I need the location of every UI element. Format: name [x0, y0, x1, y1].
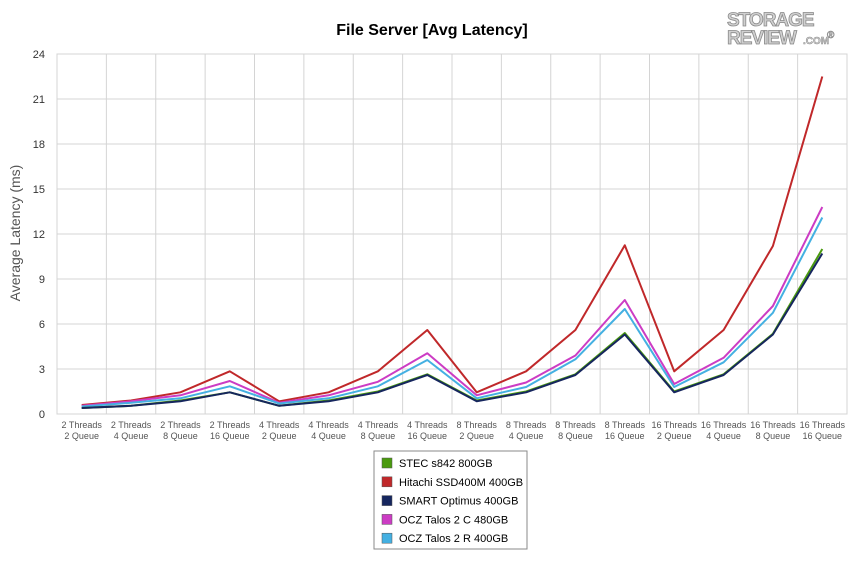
x-tick-label: 16 Threads 16 Queue [800, 420, 846, 441]
legend-entry-label: OCZ Talos 2 C 480GB [399, 514, 508, 526]
legend-entry-label: STEC s842 800GB [399, 458, 493, 470]
x-tick-label: 16 Threads 2 Queue [652, 420, 698, 441]
chart-title: File Server [Avg Latency] [336, 22, 527, 39]
series-lines [81, 76, 824, 409]
y-tick-label: 21 [33, 94, 45, 106]
x-tick-labels: 2 Threads 2 Queue 2 Threads 4 Queue 2 Thread… [62, 420, 846, 441]
y-tick-label: 15 [33, 184, 45, 196]
legend-box [373, 450, 528, 550]
legend-swatch [381, 495, 393, 506]
x-tick-label: 8 Threads 8 Queue [555, 420, 596, 441]
x-tick-label: 4 Threads 8 Queue [358, 420, 399, 441]
legend-swatch [381, 476, 393, 488]
y-tick-label: 9 [39, 274, 45, 286]
x-tick-label: 4 Threads 16 Queue [407, 420, 448, 441]
x-tick-label: 16 Threads 4 Queue [701, 420, 747, 441]
legend-entry-label: SMART Optimus 400GB [399, 496, 518, 508]
x-tick-label: 16 Threads 8 Queue [750, 420, 796, 441]
legend-entry-label: Hitachi SSD400M 400GB [399, 477, 523, 489]
y-tick-label: 3 [39, 364, 45, 376]
legend-swatch [381, 457, 393, 469]
y-tick-labels: 0 3 6 9 12 15 18 21 24 [33, 49, 45, 421]
logo-bottom-text: REVIEW [727, 28, 797, 49]
series-line-2 [81, 252, 824, 409]
y-tick-label: 18 [33, 139, 45, 151]
storagereview-logo: STORAGE REVIEW .COM ® [727, 10, 836, 50]
series-line-1 [81, 76, 824, 406]
x-tick-label: 2 Threads 8 Queue [160, 420, 201, 441]
x-tick-label: 4 Threads 2 Queue [259, 420, 300, 441]
legend-swatch [381, 532, 393, 544]
logo-registered-mark: ® [827, 30, 835, 41]
x-tick-label: 2 Threads 2 Queue [62, 420, 103, 441]
x-tick-label: 2 Threads 16 Queue [210, 420, 251, 441]
logo-suffix-text: .COM [803, 36, 829, 47]
legend-entry-label: OCZ Talos 2 R 400GB [399, 533, 508, 545]
logo-top-text: STORAGE [727, 10, 814, 31]
series-line-4 [81, 217, 824, 408]
x-tick-label: 4 Threads 4 Queue [308, 420, 349, 441]
legend: STEC s842 800GB Hitachi SSD400M 400GB SMAR… [373, 450, 528, 550]
y-tick-label: 24 [33, 49, 45, 61]
series-line-3 [81, 206, 824, 407]
y-tick-label: 0 [39, 409, 45, 421]
x-tick-label: 8 Threads 16 Queue [605, 420, 646, 441]
y-axis-label: Average Latency (ms) [7, 165, 23, 302]
y-tick-label: 6 [39, 319, 45, 331]
x-tick-label: 2 Threads 4 Queue [111, 420, 152, 441]
y-tick-label: 12 [33, 229, 45, 241]
legend-swatch [381, 514, 393, 525]
x-tick-label: 8 Threads 2 Queue [457, 420, 498, 441]
x-tick-label: 8 Threads 4 Queue [506, 420, 547, 441]
